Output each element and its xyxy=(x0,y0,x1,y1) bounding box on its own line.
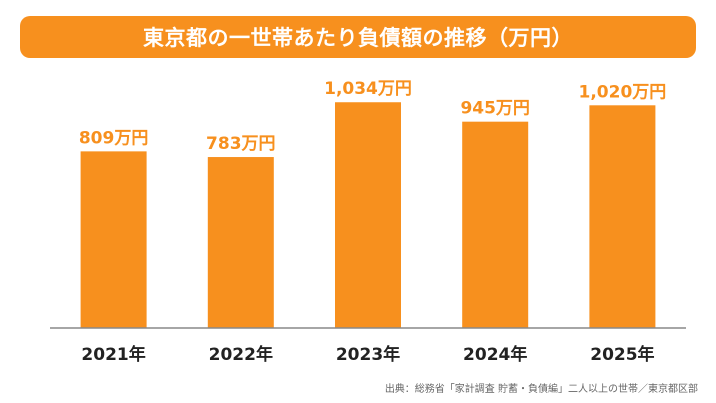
bar-2024年 xyxy=(462,121,529,328)
bar-2023年 xyxy=(335,102,401,328)
chart-title: 東京都の一世帯あたり負債額の推移（万円） xyxy=(20,16,696,58)
data-label: 945万円 xyxy=(460,99,530,119)
x-tick-label: 2024年 xyxy=(463,344,527,365)
data-label: 1,034万円 xyxy=(324,79,412,99)
x-tick-label: 2022年 xyxy=(209,344,273,365)
bar-2022年 xyxy=(207,157,274,328)
data-label: 809万円 xyxy=(79,128,149,148)
x-tick-label: 2025年 xyxy=(590,344,654,365)
x-tick-label: 2021年 xyxy=(81,344,145,365)
bar-2025年 xyxy=(589,105,656,328)
data-label: 783万円 xyxy=(206,134,276,154)
x-tick-label: 2023年 xyxy=(336,344,400,365)
data-label: 1,020万円 xyxy=(579,82,667,102)
source-note: 出典：総務省「家計調査 貯蓄・負債編」二人以上の世帯／東京都区部 xyxy=(384,384,698,395)
bar-2021年 xyxy=(80,151,147,328)
